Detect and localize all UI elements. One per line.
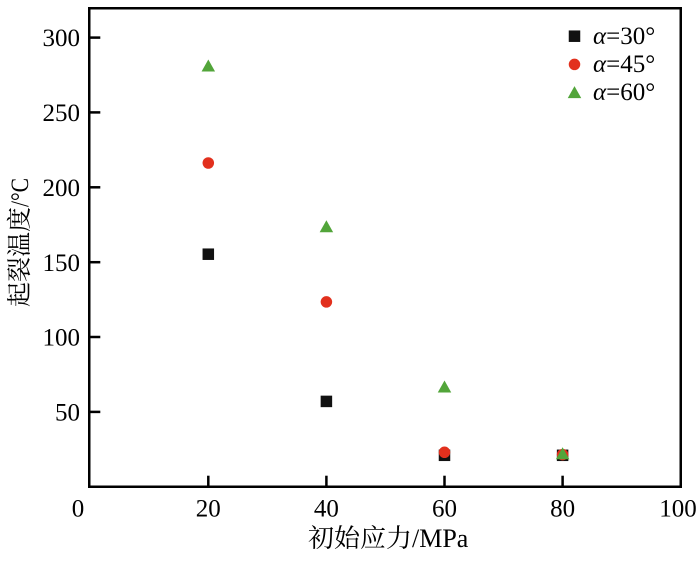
svg-text:α=60°: α=60° [593,79,655,106]
svg-text:150: 150 [43,250,81,277]
svg-text:20: 20 [196,496,221,523]
svg-text:/°C: /°C [7,178,34,207]
svg-text:300: 300 [43,25,81,52]
svg-text:100: 100 [659,496,697,523]
svg-text:α=30°: α=30° [593,23,655,50]
svg-text:40: 40 [314,496,339,523]
svg-text:50: 50 [55,400,80,427]
svg-text:0: 0 [72,496,85,523]
svg-text:80: 80 [550,496,575,523]
svg-text:200: 200 [43,175,81,202]
svg-text:/MPa: /MPa [412,524,469,553]
svg-text:α=45°: α=45° [593,51,655,78]
svg-text:60: 60 [432,496,457,523]
svg-text:250: 250 [43,100,81,127]
svg-text:100: 100 [43,325,81,352]
